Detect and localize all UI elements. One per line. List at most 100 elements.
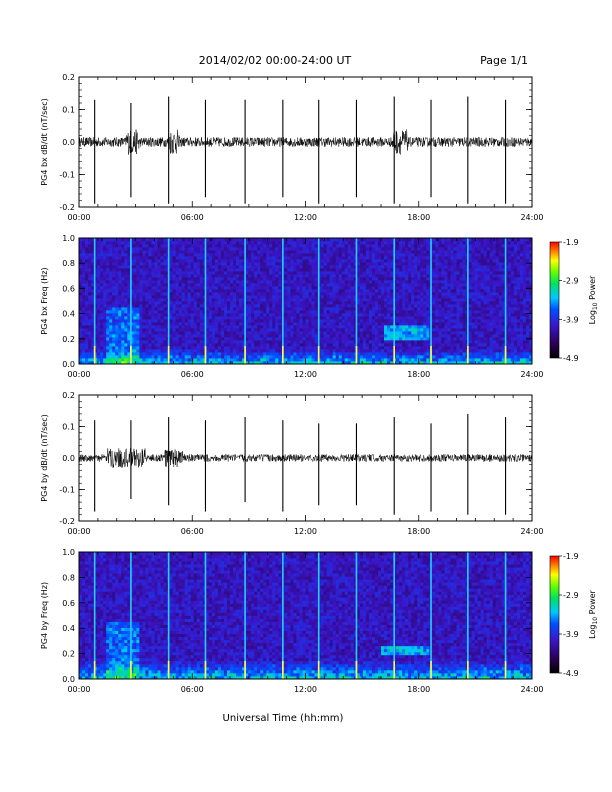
spectrogram-cell: [109, 256, 113, 260]
spectrogram-cell: [211, 271, 216, 275]
spectrogram-cell: [305, 331, 309, 335]
spectrogram-cell: [124, 319, 128, 323]
spectrogram-cell: [187, 253, 192, 257]
spectrogram-cell: [239, 247, 243, 251]
spectrogram-cell: [196, 265, 201, 269]
spectrogram-cell: [88, 346, 92, 350]
x-tick-label-0-0: 00:00: [67, 213, 90, 222]
spectrogram-cell: [100, 259, 104, 263]
spectrogram-cell: [205, 274, 210, 278]
spectrogram-cell: [154, 298, 158, 302]
spectrogram-cell: [184, 358, 189, 362]
spectrogram-cell: [85, 292, 89, 296]
spectrogram-cell: [311, 313, 315, 317]
spectrogram-cell: [97, 310, 101, 314]
spectrogram-cell: [181, 313, 186, 317]
spectrogram-cell: [163, 361, 167, 365]
spectrogram-cell: [248, 340, 252, 344]
spectrogram-cell: [100, 325, 104, 329]
spectrogram-cell: [260, 313, 264, 317]
spectrogram-cell: [211, 265, 216, 269]
spectrogram-cell: [115, 316, 119, 320]
spectrogram-cell: [374, 289, 379, 293]
spectrogram-cell: [214, 286, 219, 290]
spectrogram-cell: [414, 340, 418, 344]
spectrogram-cell: [341, 289, 346, 293]
spectrogram-cell: [139, 265, 143, 269]
spectrogram-cell: [272, 277, 276, 281]
spectrogram-cell: [365, 322, 370, 326]
spectrogram-cell: [414, 238, 418, 242]
spectrogram-cell: [266, 346, 270, 350]
spectrogram-cell: [193, 256, 198, 260]
spectrogram-cell: [251, 292, 255, 296]
spectrogram-cell: [199, 328, 204, 332]
spectrogram-cell: [356, 238, 361, 242]
spectrogram-cell: [284, 337, 288, 341]
spectrogram-cell: [208, 274, 213, 278]
spectrogram-cell: [205, 241, 210, 245]
spectrogram-cell: [263, 277, 267, 281]
spectrogram-cell: [230, 250, 234, 254]
spectrogram-cell: [193, 241, 198, 245]
spectrogram-cell: [151, 313, 155, 317]
spectrogram-cell: [163, 316, 167, 320]
spectrogram-cell: [154, 328, 158, 332]
spectrogram-cell: [178, 280, 183, 284]
spectrogram-cell: [405, 298, 409, 302]
spectrogram-cell: [239, 277, 243, 281]
spectrogram-cell: [157, 274, 161, 278]
spectrogram-cell: [199, 298, 204, 302]
spectrogram-cell: [112, 331, 116, 335]
spectrogram-cell: [284, 331, 288, 335]
spectrogram-cell: [368, 331, 373, 335]
spectrogram-cell: [181, 295, 186, 299]
spectrogram-cell: [293, 238, 297, 242]
spectrogram-cell: [205, 283, 210, 287]
spectrogram-cell: [396, 325, 400, 329]
spectrogram-cell: [79, 250, 83, 254]
spectrogram-cell: [202, 343, 207, 347]
spectrogram-cell: [275, 280, 279, 284]
spectrogram-cell: [172, 328, 177, 332]
spectrogram-cell: [402, 268, 406, 272]
spectrogram-cell: [136, 253, 140, 257]
spectrogram-cell: [269, 277, 273, 281]
spectrogram-cell: [160, 301, 164, 305]
spectrogram-cell: [181, 352, 186, 356]
spectrogram-cell: [94, 247, 98, 251]
spectrogram-cell: [254, 250, 258, 254]
spectrogram-cell: [296, 331, 300, 335]
spectrogram-cell: [350, 349, 355, 353]
spectrogram-cell: [94, 319, 98, 323]
spectrogram-cell: [136, 283, 140, 287]
spectrogram-cell: [266, 298, 270, 302]
spectrogram-cell: [329, 265, 334, 269]
spectrogram-cell: [338, 319, 343, 323]
spectrogram-cell: [242, 319, 246, 323]
spectrogram-cell: [323, 334, 328, 338]
spectrogram-cell: [426, 280, 430, 284]
spectrogram-cell: [88, 313, 92, 317]
spectrogram-cell: [154, 241, 158, 245]
spectrogram-cell: [275, 298, 279, 302]
spectrogram-cell: [417, 334, 421, 338]
spectrogram-cell: [154, 253, 158, 257]
spectrogram-cell: [157, 259, 161, 263]
spectrogram-cell: [208, 286, 213, 290]
spectrogram-cell: [353, 355, 358, 359]
spectrogram-cell: [371, 304, 376, 308]
spectrogram-cell: [88, 292, 92, 296]
spectrogram-cell: [245, 346, 249, 350]
spectrogram-cell: [103, 277, 107, 281]
spectrogram-cell: [82, 325, 86, 329]
spectrogram-cell: [359, 358, 364, 362]
spectrogram-cell: [112, 328, 116, 332]
spectrogram-cell: [251, 256, 255, 260]
spectrogram-cell: [350, 310, 355, 314]
spectrogram-cell: [233, 355, 237, 359]
spectrogram-cell: [402, 307, 406, 311]
spectrogram-cell: [323, 280, 328, 284]
spectrogram-cell: [190, 256, 195, 260]
spectrogram-cell: [299, 331, 303, 335]
